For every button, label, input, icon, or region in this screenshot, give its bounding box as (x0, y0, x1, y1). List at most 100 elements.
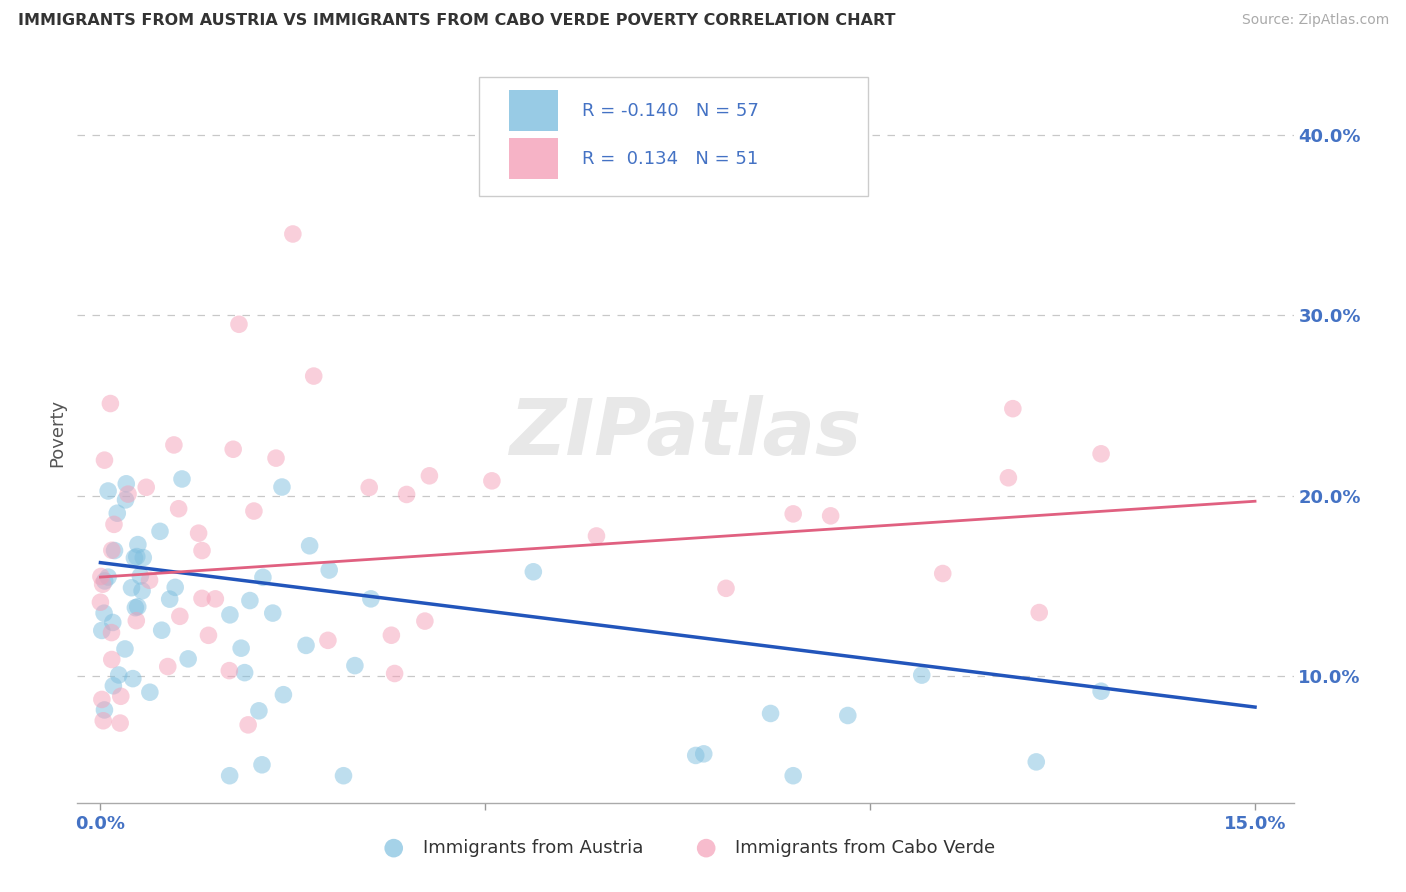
Text: R =  0.134   N = 51: R = 0.134 N = 51 (582, 150, 758, 168)
Legend: Immigrants from Austria, Immigrants from Cabo Verde: Immigrants from Austria, Immigrants from… (368, 831, 1002, 864)
Point (197, 628, 219, 642)
Point (90, 692, 112, 706)
Point (932, 566, 955, 581)
Point (97, 483, 120, 498)
Point (132, 550, 155, 565)
Point (93, 606, 115, 620)
Point (233, 665, 256, 680)
Point (250, 757, 273, 772)
Point (281, 227, 304, 241)
Point (124, 550, 146, 565)
Point (108, 716, 131, 731)
Point (101, 543, 124, 558)
Point (103, 679, 125, 693)
Text: ZIPatlas: ZIPatlas (509, 394, 862, 471)
Point (103, 517, 125, 532)
Point (114, 642, 136, 657)
Y-axis label: Poverty: Poverty (48, 399, 66, 467)
Point (114, 492, 136, 507)
Point (169, 609, 191, 624)
Point (167, 501, 190, 516)
Point (117, 487, 139, 501)
Point (165, 580, 187, 594)
Point (343, 658, 366, 673)
Point (187, 526, 209, 541)
Point (252, 570, 274, 584)
Point (1025, 755, 1047, 769)
Point (90, 569, 112, 583)
Point (156, 659, 179, 673)
Point (101, 615, 124, 630)
Point (820, 508, 842, 523)
Point (90, 624, 112, 638)
Point (163, 438, 186, 452)
Point (759, 706, 782, 721)
Point (273, 688, 295, 702)
Point (219, 607, 242, 622)
FancyBboxPatch shape (509, 138, 558, 179)
Point (97, 570, 120, 584)
Point (782, 769, 804, 783)
Point (380, 628, 402, 642)
Point (139, 685, 162, 699)
Point (131, 583, 153, 598)
Point (100, 652, 122, 666)
Point (103, 543, 125, 558)
Point (204, 591, 226, 606)
Point (481, 474, 503, 488)
Point (222, 442, 245, 457)
Point (100, 396, 122, 410)
FancyBboxPatch shape (509, 90, 558, 131)
Point (121, 672, 143, 686)
Point (231, 641, 253, 656)
Point (1001, 401, 1024, 416)
Point (316, 633, 339, 648)
Point (264, 451, 287, 466)
Point (150, 624, 173, 638)
Point (332, 769, 354, 783)
Point (384, 666, 406, 681)
Point (837, 708, 859, 723)
Point (247, 704, 270, 718)
Point (693, 747, 716, 761)
Point (93, 453, 115, 467)
Point (177, 652, 200, 666)
Point (218, 664, 240, 678)
Point (911, 668, 934, 682)
Point (714, 582, 737, 596)
Text: Source: ZipAtlas.com: Source: ZipAtlas.com (1241, 13, 1389, 28)
Point (159, 592, 181, 607)
Point (107, 668, 129, 682)
FancyBboxPatch shape (478, 78, 868, 195)
Point (115, 476, 138, 491)
Point (93, 574, 115, 588)
Point (93, 703, 115, 717)
Point (191, 543, 214, 558)
Point (124, 600, 146, 615)
Point (418, 468, 440, 483)
Point (91, 714, 114, 728)
Point (100, 625, 122, 640)
Point (997, 471, 1019, 485)
Point (170, 472, 193, 486)
Point (91, 577, 114, 591)
Point (271, 480, 294, 494)
Point (135, 480, 157, 494)
Point (127, 538, 149, 552)
Point (360, 591, 382, 606)
Point (1090, 684, 1112, 698)
Point (522, 565, 544, 579)
Point (295, 639, 318, 653)
Point (125, 614, 148, 628)
Text: R = -0.140   N = 57: R = -0.140 N = 57 (582, 102, 759, 120)
Point (1028, 606, 1050, 620)
Point (127, 599, 149, 614)
Point (1090, 447, 1112, 461)
Point (685, 748, 707, 763)
Point (89, 595, 111, 609)
Point (149, 524, 172, 539)
Point (105, 506, 128, 520)
Point (138, 574, 160, 588)
Point (302, 369, 325, 384)
Point (121, 581, 143, 595)
